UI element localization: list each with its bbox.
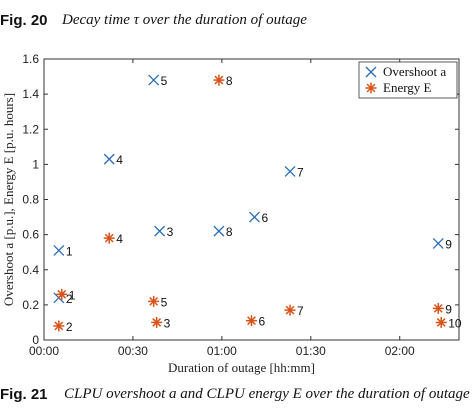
- overshoot-point: [154, 225, 166, 237]
- energy-point: [284, 304, 296, 316]
- x-tick-label: 01:00: [207, 344, 237, 358]
- x-tick-label: 00:00: [29, 344, 59, 358]
- marker-stroke: [103, 153, 115, 165]
- marker-stroke: [149, 296, 159, 306]
- marker-stroke: [213, 225, 225, 237]
- marker-stroke: [104, 233, 114, 243]
- y-tick-label: 0.8: [22, 193, 39, 207]
- overshoot-point-label: 8: [226, 225, 233, 239]
- x-tick-label: 02:00: [385, 344, 415, 358]
- energy-point-label: 1: [69, 288, 76, 302]
- marker-stroke: [54, 321, 64, 331]
- marker-stroke: [285, 305, 295, 315]
- marker-stroke: [249, 211, 260, 223]
- scatter-chart: 0 0.2 0.4 0.6 0.8 1 1.2 1.4 1.6 00:00 00:30 01:00 01…: [1, 52, 462, 375]
- overshoot-point: [103, 153, 115, 165]
- marker-stroke: [436, 318, 446, 327]
- y-tick-label: 1.6: [22, 52, 39, 66]
- marker-stroke: [284, 165, 296, 177]
- overshoot-point-label: 1: [66, 244, 73, 258]
- marker-stroke: [432, 237, 444, 249]
- y-axis-title: Overshoot a [p.u.], Energy E [p.u. hours…: [1, 93, 16, 306]
- energy-point-label: 4: [116, 232, 123, 246]
- marker-stroke: [214, 75, 224, 85]
- overshoot-point: [213, 225, 225, 237]
- y-tick-label: 1.2: [22, 122, 39, 136]
- figure-20-caption: Fig. 20 Decay time τ over the duration o…: [0, 0, 474, 40]
- energy-point-label: 3: [164, 316, 171, 330]
- overshoot-point-label: 3: [167, 225, 174, 239]
- energy-point: [246, 315, 257, 327]
- marker-stroke: [148, 74, 160, 86]
- overshoot-point: [432, 237, 444, 249]
- energy-point-label: 10: [448, 316, 462, 330]
- y-tick-label: 0.4: [22, 263, 39, 277]
- energy-point-label: 8: [226, 74, 233, 88]
- overshoot-point-label: 9: [445, 237, 452, 251]
- marker-stroke: [57, 289, 67, 299]
- legend-energy-marker: [365, 82, 377, 94]
- legend-energy-label: Energy E: [383, 80, 432, 95]
- overshoot-point-label: 2: [66, 292, 73, 306]
- overshoot-point: [148, 74, 160, 86]
- plot-frame: [43, 58, 460, 341]
- y-tick-label: 0: [32, 333, 39, 347]
- marker-stroke: [152, 318, 162, 327]
- energy-point: [213, 74, 225, 86]
- x-tick-label: 00:30: [118, 344, 148, 358]
- energy-point-label: 2: [66, 320, 73, 334]
- legend-overshoot-marker: [365, 66, 377, 78]
- overshoot-point-label: 5: [161, 74, 168, 88]
- legend-overshoot-label: Overshoot a: [383, 64, 446, 79]
- figure-21-text: CLPU overshoot a and CLPU energy E over …: [64, 386, 470, 402]
- marker-stroke: [366, 83, 376, 93]
- figure-20-number: Fig. 20: [0, 12, 48, 29]
- figure-20-text: Decay time τ over the duration of outage: [62, 12, 307, 28]
- energy-point-label: 5: [161, 295, 168, 309]
- axes-group: 0 0.2 0.4 0.6 0.8 1 1.2 1.4 1.6 00:00 00:30 01:00 01…: [22, 52, 460, 358]
- energy-point: [435, 316, 447, 328]
- energy-point: [56, 288, 68, 300]
- energy-point: [151, 316, 163, 328]
- overshoot-point: [249, 211, 260, 223]
- energy-point: [103, 232, 115, 244]
- overshoot-point-label: 4: [116, 153, 123, 167]
- figure-21-caption: Fig. 21 CLPU overshoot a and CLPU energy…: [0, 384, 474, 414]
- marker-stroke: [53, 244, 65, 256]
- marker-stroke: [154, 225, 166, 237]
- overshoot-point: [53, 244, 65, 256]
- marker-stroke: [433, 303, 443, 313]
- energy-point: [148, 295, 160, 307]
- energy-point: [432, 302, 444, 314]
- energy-point-label: 9: [445, 302, 452, 316]
- y-tick-label: 0.6: [22, 228, 39, 242]
- energy-point-label: 7: [297, 304, 304, 318]
- marker-stroke: [247, 316, 256, 326]
- y-tick-label: 1.4: [22, 87, 39, 101]
- overshoot-point-label: 6: [261, 211, 268, 225]
- x-axis-title: Duration of outage [hh:mm]: [168, 360, 315, 375]
- y-tick-label: 0.2: [22, 298, 39, 312]
- marker-stroke: [365, 66, 377, 78]
- energy-point-label: 6: [259, 315, 266, 329]
- figure-21-number: Fig. 21: [0, 386, 48, 403]
- x-tick-label: 01:30: [296, 344, 326, 358]
- overshoot-point: [284, 165, 296, 177]
- energy-point: [53, 320, 65, 332]
- overshoot-point-label: 7: [297, 165, 304, 179]
- y-tick-label: 1: [32, 157, 39, 171]
